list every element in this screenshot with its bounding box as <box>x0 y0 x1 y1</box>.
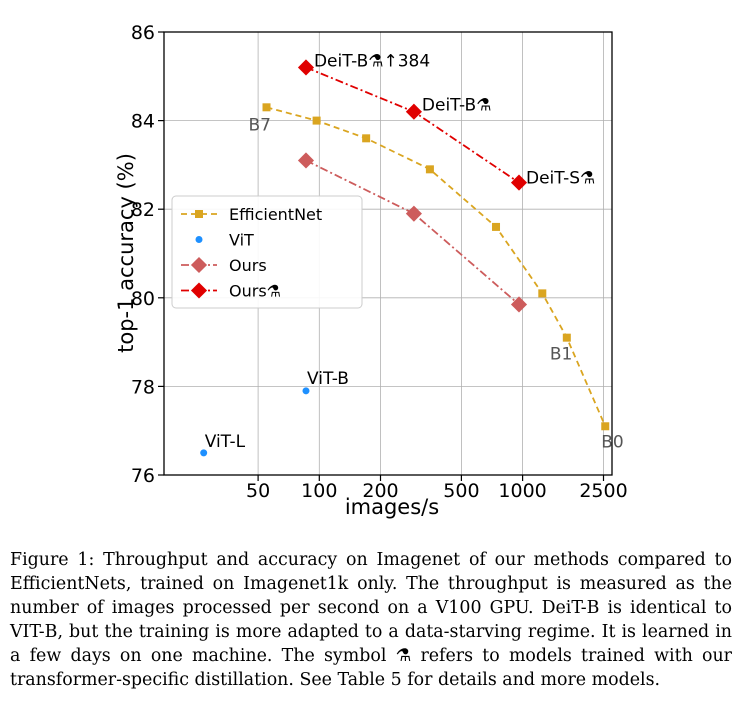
efficientnet-point <box>492 222 501 231</box>
efficientnet-point <box>425 165 434 174</box>
x-axis-label: images/s <box>345 495 439 519</box>
ours-line <box>305 159 520 306</box>
legend: EfficientNet ViT Ours Ours⚗ <box>171 195 363 309</box>
point-labels: B7 B1 B0 ViT-L ViT-B DeiT-B⚗↑384 DeiT-B⚗ DeiT-S… <box>205 51 624 452</box>
legend-ours-marker <box>190 256 208 274</box>
point-label: DeiT-B⚗↑384 <box>314 51 430 71</box>
x-tick-label: 200 <box>362 480 398 502</box>
x-tick-label: 500 <box>443 480 479 502</box>
plot-frame <box>163 31 613 476</box>
legend-ours-label: Ours <box>229 256 267 275</box>
point-label: DeiT-B⚗ <box>422 96 492 116</box>
efficientnet-point <box>362 134 371 143</box>
efficientnet-point <box>562 333 571 342</box>
figure-caption: Figure 1: Throughput and accuracy on Ima… <box>10 550 732 690</box>
point-label: B0 <box>601 432 623 452</box>
vit-point <box>200 449 208 457</box>
point-label: DeiT-S⚗ <box>526 169 595 189</box>
x-tick-label: 1000 <box>498 480 546 502</box>
legend-box <box>171 195 363 309</box>
x-tick-label: 100 <box>301 480 337 502</box>
y-axis-label: top-1 accuracy (%) <box>114 153 138 353</box>
ours-point <box>510 296 528 313</box>
legend-ours-label: Ours⚗ <box>229 282 281 301</box>
efficientnet-point <box>538 289 547 298</box>
efficientnet-point <box>312 116 321 125</box>
ours-point <box>510 174 528 191</box>
accuracy-vs-throughput-chart: 76 78 80 82 84 86 50 100 200 500 1000 2500 B7 B1 B0 Vi… <box>114 22 628 519</box>
series-points <box>200 59 610 457</box>
point-label: ViT-L <box>205 432 246 452</box>
x-tick-label: 50 <box>246 480 270 502</box>
legend-ours-marker <box>190 282 208 299</box>
legend-vit-marker <box>195 236 203 243</box>
legend-efficientnet-marker <box>195 210 203 218</box>
y-tick-label: 82 <box>131 199 155 221</box>
axis-ticks: 76 78 80 82 84 86 50 100 200 500 1000 2500 <box>131 22 628 502</box>
vit-point <box>302 387 310 395</box>
legend-vit-label: ViT <box>229 231 254 250</box>
ours-point <box>297 59 315 76</box>
ours-point <box>297 152 315 169</box>
x-tick-label: 2500 <box>579 480 627 502</box>
point-label: B7 <box>249 115 271 135</box>
efficientnet-point <box>262 103 271 112</box>
y-tick-label: 78 <box>131 376 155 398</box>
legend-efficientnet-label: EfficientNet <box>229 205 322 224</box>
y-tick-label: 80 <box>131 288 155 310</box>
point-label: B1 <box>550 345 572 365</box>
y-tick-label: 84 <box>131 111 155 133</box>
ours-line <box>305 66 520 184</box>
y-tick-label: 76 <box>131 465 155 487</box>
ours-point <box>405 205 422 222</box>
y-tick-label: 86 <box>131 22 155 44</box>
point-label: ViT-B <box>307 369 349 389</box>
ours-point <box>405 103 422 120</box>
efficientnet-line <box>266 106 607 427</box>
efficientnet-point <box>601 422 610 431</box>
